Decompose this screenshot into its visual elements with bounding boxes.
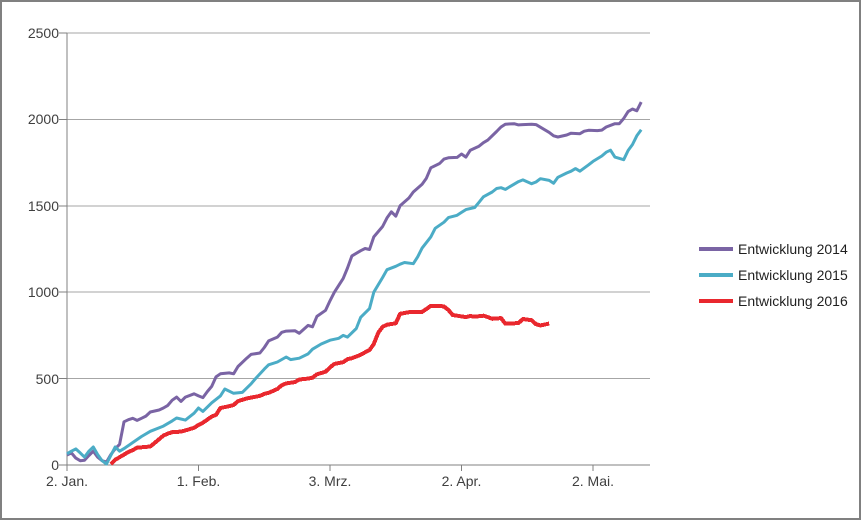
- legend-label-2014: Entwicklung 2014: [738, 241, 848, 257]
- y-tick-label: 1000: [27, 284, 59, 301]
- legend-line-swatch-2016: [699, 299, 733, 303]
- x-tick-label: 2. Apr.: [441, 473, 482, 489]
- series-line-entwicklung-2015: [66, 128, 643, 466]
- y-tick-label: 2500: [27, 25, 59, 41]
- y-tick-label: 0: [51, 457, 59, 473]
- series-line-entwicklung-2016: [109, 303, 550, 466]
- legend-item-2014: Entwicklung 2014: [699, 241, 848, 257]
- y-tick-label: 2000: [27, 111, 59, 128]
- y-tick-label: 500: [35, 370, 59, 387]
- legend-item-2016: Entwicklung 2016: [699, 293, 848, 309]
- series-line-entwicklung-2014: [66, 101, 643, 464]
- x-tick-label: 2. Mai.: [571, 473, 614, 489]
- legend: Entwicklung 2014 Entwicklung 2015 Entwic…: [699, 241, 848, 319]
- x-tick-label: 2. Jan.: [45, 473, 89, 489]
- legend-line-swatch-2015: [699, 273, 733, 277]
- y-tick-label: 1500: [27, 197, 59, 214]
- x-tick-label: 1. Feb.: [176, 473, 221, 489]
- legend-line-swatch-2014: [699, 247, 733, 251]
- legend-label-2015: Entwicklung 2015: [738, 267, 848, 283]
- legend-label-2016: Entwicklung 2016: [738, 293, 848, 309]
- x-tick-label: 3. Mrz.: [308, 473, 352, 489]
- legend-item-2015: Entwicklung 2015: [699, 267, 848, 283]
